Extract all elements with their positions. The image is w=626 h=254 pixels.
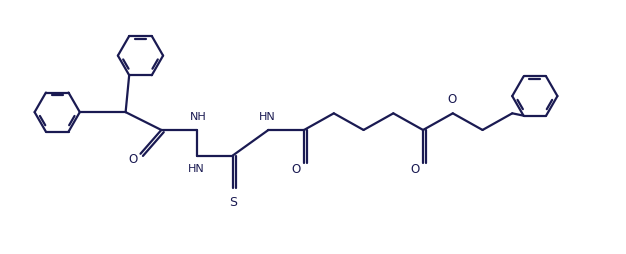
Text: S: S <box>228 196 237 209</box>
Text: O: O <box>411 163 420 176</box>
Text: O: O <box>292 163 301 176</box>
Text: HN: HN <box>187 164 204 174</box>
Text: O: O <box>129 153 138 166</box>
Text: HN: HN <box>259 112 275 122</box>
Text: NH: NH <box>190 112 207 122</box>
Text: O: O <box>447 93 456 106</box>
